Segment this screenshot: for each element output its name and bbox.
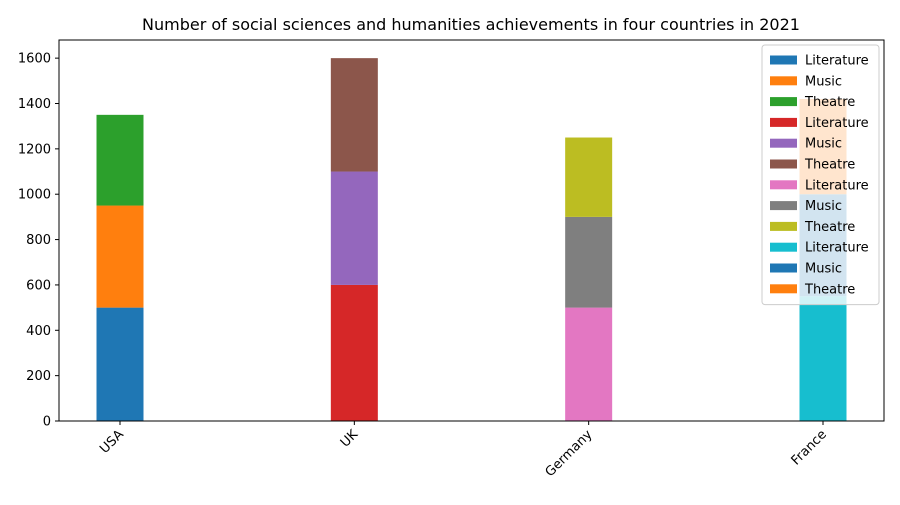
bar-germany-music — [565, 216, 613, 308]
x-tick-label: France — [789, 427, 830, 468]
x-tick-label: Germany — [543, 427, 596, 480]
y-tick-label: 400 — [26, 324, 51, 339]
y-tick-label: 1600 — [18, 52, 51, 67]
bar-usa-theatre — [96, 114, 144, 206]
y-tick-label: 600 — [26, 278, 51, 293]
bar-germany-theatre — [565, 137, 613, 217]
legend-box — [761, 44, 880, 306]
plot-frame — [58, 39, 885, 422]
legend-label: Literature — [805, 178, 869, 193]
y-tick-label: 200 — [26, 369, 51, 384]
legend-label: Theatre — [804, 95, 855, 110]
legend-label: Music — [805, 74, 842, 89]
legend-label: Literature — [805, 241, 869, 256]
legend-swatch — [770, 221, 797, 231]
y-tick-label: 1400 — [18, 97, 51, 112]
legend-label: Literature — [805, 54, 869, 69]
axes-group: 0 200 400 600 800 1000 1200 1400 1600 USA UK German… — [18, 39, 885, 480]
legend-swatch — [770, 55, 797, 65]
y-tick-label: 800 — [26, 233, 51, 248]
legend-label: Music — [805, 262, 842, 277]
legend-swatch — [770, 117, 797, 127]
legend-swatch — [770, 138, 797, 148]
bar-uk-literature — [330, 284, 378, 421]
bar-uk-music — [330, 171, 378, 285]
bar-uk-theatre — [330, 58, 378, 172]
legend-label: Literature — [805, 116, 869, 131]
y-tick-label: 1000 — [18, 188, 51, 203]
legend-swatch — [770, 242, 797, 252]
legend-label: Music — [805, 137, 842, 152]
legend-swatch — [770, 263, 797, 273]
bar-germany-literature — [565, 307, 613, 421]
legend-label: Theatre — [804, 158, 855, 173]
legend-swatch — [770, 97, 797, 107]
bar-france-literature — [799, 296, 847, 421]
legend-swatch — [770, 76, 797, 86]
chart-title: Number of social sciences and humanities… — [142, 15, 800, 34]
y-tick-label: 0 — [43, 415, 51, 430]
bars-group — [96, 58, 847, 421]
legend-label: Music — [805, 199, 842, 214]
bar-usa-literature — [96, 307, 144, 421]
legend-label: Theatre — [804, 282, 855, 297]
x-tick-label: USA — [97, 427, 127, 457]
legend-label: Theatre — [804, 220, 855, 235]
legend-swatch — [770, 180, 797, 190]
legend-swatch — [770, 159, 797, 169]
legend-swatch — [770, 201, 797, 211]
legend-swatch — [770, 284, 797, 294]
bar-usa-music — [96, 205, 144, 308]
legend: Literature Music Theatre Literature Music The… — [761, 44, 880, 306]
x-tick-label: UK — [338, 427, 362, 451]
y-tick-label: 1200 — [18, 142, 51, 157]
